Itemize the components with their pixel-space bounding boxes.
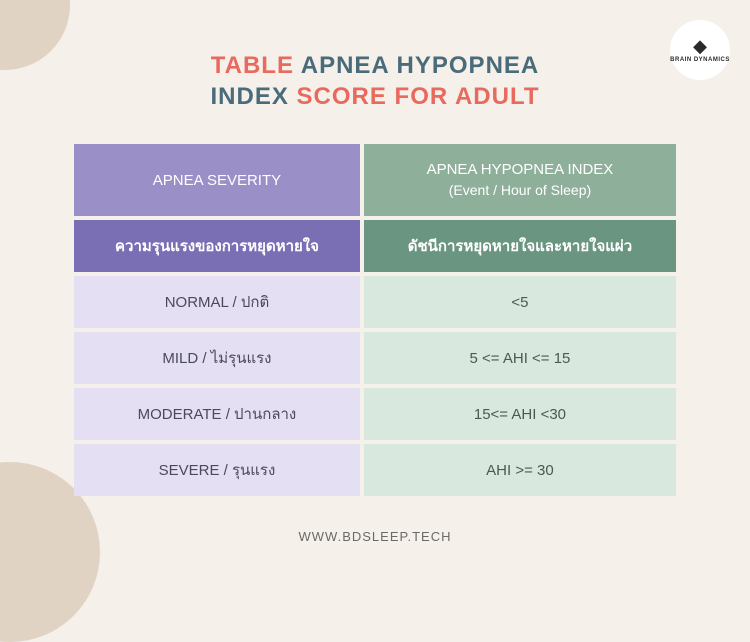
cell-severity: NORMAL / ปกติ [74,276,360,328]
cell-index: <5 [364,276,676,328]
header-index: APNEA HYPOPNEA INDEX (Event / Hour of Sl… [364,144,676,216]
header-severity: APNEA SEVERITY [74,144,360,216]
table-row: MILD / ไม่รุนแรง 5 <= AHI <= 15 [74,332,676,384]
subheader-index: ดัชนีการหยุดหายใจและหายใจแผ่ว [364,220,676,272]
title-part-3: INDEX [210,83,288,110]
cell-severity: MILD / ไม่รุนแรง [74,332,360,384]
title-part-4: SCORE FOR ADULT [297,83,540,110]
table-row: NORMAL / ปกติ <5 [74,276,676,328]
header-index-line1: APNEA HYPOPNEA INDEX [427,161,614,178]
table-row: MODERATE / ปานกลาง 15<= AHI <30 [74,388,676,440]
ahi-table: APNEA SEVERITY APNEA HYPOPNEA INDEX (Eve… [70,140,680,500]
title-part-2: APNEA HYPOPNEA [301,52,539,79]
cell-index: AHI >= 30 [364,444,676,496]
table-subheader-row: ความรุนแรงของการหยุดหายใจ ดัชนีการหยุดหา… [74,220,676,272]
table-row: SEVERE / รุนแรง AHI >= 30 [74,444,676,496]
main-container: TABLE APNEA HYPOPNEA INDEX SCORE FOR ADU… [0,0,750,530]
footer-url: WWW.BDSLEEP.TECH [0,529,750,544]
header-index-line2: (Event / Hour of Sleep) [449,182,591,198]
table-header-row: APNEA SEVERITY APNEA HYPOPNEA INDEX (Eve… [74,144,676,216]
subheader-severity: ความรุนแรงของการหยุดหายใจ [74,220,360,272]
cell-index: 15<= AHI <30 [364,388,676,440]
page-title: TABLE APNEA HYPOPNEA INDEX SCORE FOR ADU… [70,50,680,112]
cell-index: 5 <= AHI <= 15 [364,332,676,384]
cell-severity: SEVERE / รุนแรง [74,444,360,496]
title-part-1: TABLE [211,52,294,79]
cell-severity: MODERATE / ปานกลาง [74,388,360,440]
